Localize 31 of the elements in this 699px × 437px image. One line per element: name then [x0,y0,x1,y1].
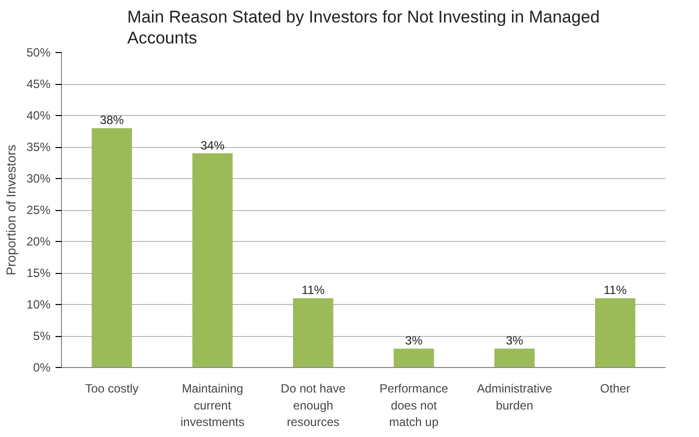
bar [494,348,535,368]
x-tick-label: Maintaining current investments [180,382,245,430]
y-tick-label: 35% [26,140,51,154]
bar [92,128,132,368]
y-tick-label: 5% [33,329,51,343]
bar [293,298,334,368]
data-label: 3% [405,334,423,348]
x-tick-label: Other [600,382,630,396]
y-tick-label: 40% [26,108,51,122]
x-tick-label: Too costly [85,382,139,396]
data-label: 38% [100,113,124,128]
x-tick-label: Administrative burden [476,382,553,412]
y-tick-label: 15% [26,266,51,280]
bar [192,153,233,368]
y-tick-label: 50% [26,46,51,60]
bar [394,348,434,368]
y-axis-title: Proportion of Investors [3,144,18,276]
y-tick-label: 10% [26,298,51,312]
bar [595,298,636,368]
data-label: 11% [604,283,628,298]
y-tick-label: 45% [26,77,51,91]
x-tick-label: Performance does not match up [379,382,449,430]
chart-title: Main Reason Stated by Investors for Not Investing in Managed Accounts [127,8,600,48]
y-tick-label: 25% [26,203,51,217]
data-label: 3% [506,334,524,348]
data-label: 11% [302,283,326,298]
y-tick-label: 0% [33,360,51,374]
data-label: 34% [200,138,225,152]
x-tick-label: Do not have enough resources [280,382,346,430]
y-tick-label: 20% [26,234,51,248]
y-tick-label: 30% [26,172,51,186]
